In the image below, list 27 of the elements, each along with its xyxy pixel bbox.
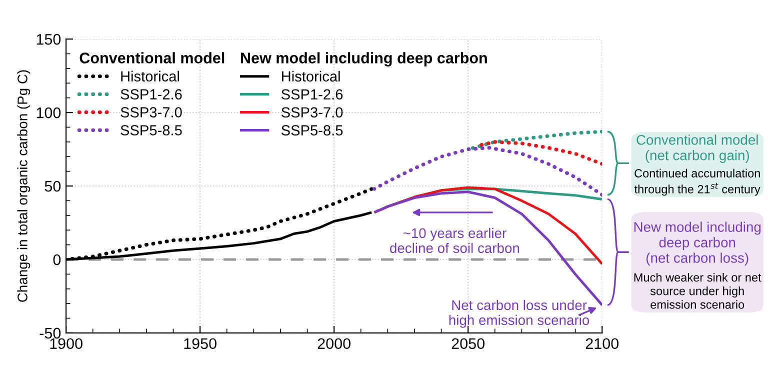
- x-tick-label: 2100: [586, 338, 619, 350]
- annotation: Conventional model: [80, 52, 224, 64]
- legend-label: SSP1-2.6: [281, 89, 343, 100]
- y-tick-label: 0: [53, 254, 61, 266]
- annotation: Net carbon loss under high emission scenario: [449, 300, 590, 328]
- text: Continued accumulation through the 21$^{st}$ century: [634, 168, 760, 196]
- legend-label: SSP3-7.0: [281, 107, 343, 118]
- legend-label: SSP5-8.5: [281, 125, 343, 136]
- legend-label: Historical: [282, 70, 340, 82]
- annotation: ~10 years earlier decline of soil carbon: [390, 228, 520, 254]
- text: New model including deep carbon (net carbon loss): [634, 222, 761, 266]
- x-tick-label: 1900: [50, 338, 82, 350]
- y-tick-label: 100: [36, 107, 61, 118]
- y-axis-title: Change in total organic carbon (Pg C): [17, 70, 30, 302]
- text: Much weaker sink or net source under high emission scenario: [634, 272, 762, 309]
- legend-label: SSP5-8.5: [120, 125, 182, 136]
- annotation: New model including deep carbon: [241, 52, 487, 66]
- y-tick-label: 50: [44, 180, 61, 192]
- y-tick-label: -50: [40, 328, 61, 339]
- x-tick-label: 2050: [452, 338, 484, 350]
- legend-label: SSP3-7.0: [120, 107, 182, 118]
- legend-label: SSP1-2.6: [120, 89, 182, 100]
- text: Conventional model (net carbon gain): [636, 134, 758, 164]
- legend-label: Historical: [121, 70, 179, 82]
- y-tick-label: 150: [36, 34, 61, 45]
- x-tick-label: 2000: [318, 338, 350, 350]
- x-tick-label: 1950: [184, 338, 216, 350]
